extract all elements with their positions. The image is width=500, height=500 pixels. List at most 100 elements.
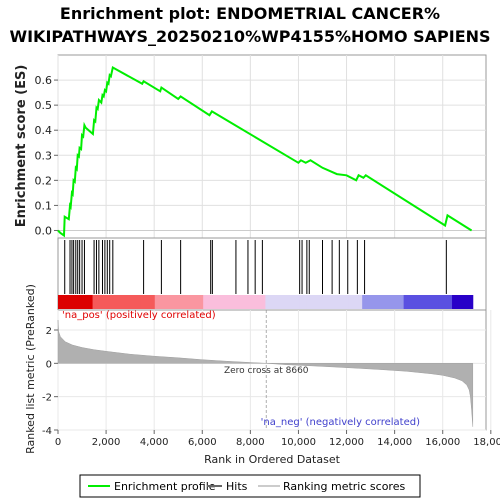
es-y-axis-label: Enrichment score (ES): [14, 65, 29, 228]
heatmap-segment: [341, 295, 349, 309]
heatmap-segment: [127, 295, 135, 309]
heatmap-segment: [58, 295, 66, 309]
heatmap-segment: [299, 295, 308, 309]
heatmap-segment: [334, 295, 342, 309]
heatmap-segment: [306, 295, 315, 309]
rank-x-tick-label: 12,000: [329, 437, 364, 448]
heatmap-segment: [403, 295, 412, 309]
es-y-tick-label: 0.0: [35, 224, 53, 237]
heatmap-segment: [85, 295, 94, 309]
heatmap-segment: [417, 295, 425, 309]
heatmap-segment: [389, 295, 398, 309]
heatmap-segment: [237, 295, 246, 309]
rank-y-tick-label: -4: [42, 426, 52, 437]
heatmap-segment: [465, 295, 474, 309]
heatmap-segment: [189, 295, 197, 309]
heatmap-segment: [313, 295, 322, 309]
rank-x-tick-label: 14,000: [377, 437, 412, 448]
heatmap-segment: [362, 295, 370, 309]
heatmap-segment: [438, 295, 446, 309]
es-y-tick-label: 0.3: [35, 149, 53, 162]
heatmap-segment: [320, 295, 329, 309]
heatmap-segment: [92, 295, 100, 309]
heatmap-segment: [424, 295, 432, 309]
rank-x-tick-label: 4,000: [140, 437, 169, 448]
es-panel: 0.0 0.1 0.2 0.3 0.4 0.5 0.6 Enrichment score (…: [14, 54, 487, 239]
heatmap-segment: [161, 295, 170, 309]
heatmap-segment: [244, 295, 253, 309]
heatmap-segment: [182, 295, 190, 309]
rank-panel: Zero cross at 8660 'na_pos' (positively …: [24, 284, 500, 466]
heatmap-segment: [369, 295, 377, 309]
rank-y-tick-label: -2: [42, 393, 52, 404]
heatmap-segment: [78, 295, 87, 309]
heatmap-segment: [251, 295, 259, 309]
rank-x-tick-label: 16,000: [425, 437, 460, 448]
heatmap-segment: [410, 295, 418, 309]
rank-x-tick-label: 10,000: [281, 437, 316, 448]
rank-x-tick-label: 6,000: [188, 437, 217, 448]
heatmap-segment: [223, 295, 232, 309]
heatmap-segment: [196, 295, 204, 309]
zero-cross-label: Zero cross at 8660: [224, 366, 309, 376]
heatmap-segment: [120, 295, 128, 309]
heatmap-segment: [382, 295, 391, 309]
heatmap-segment: [134, 295, 142, 309]
rank-x-tick-label: 2,000: [92, 437, 121, 448]
pos-label: 'na_pos' (positively correlated): [62, 310, 216, 321]
heatmap-segment: [279, 295, 287, 309]
es-y-tick-label: 0.5: [35, 99, 53, 112]
heatmap-segment: [396, 295, 405, 309]
heatmap-segment: [154, 295, 163, 309]
heatmap-segment: [99, 295, 107, 309]
es-y-tick-label: 0.1: [35, 199, 53, 212]
heatmap-segment: [458, 295, 467, 309]
heatmap-segment: [272, 295, 280, 309]
rank-x-tick-label: 18,000: [473, 437, 500, 448]
enrichment-profile-line: [57, 65, 473, 238]
heatmap-segment: [286, 295, 294, 309]
heatmap-segment: [445, 295, 453, 309]
legend-item-metric: Ranking metric scores: [283, 480, 405, 493]
heatmap-segment: [168, 295, 177, 309]
heatmap-segment: [355, 295, 363, 309]
ranking-metric-area: [57, 319, 474, 427]
neg-label: 'na_neg' (negatively correlated): [261, 417, 420, 428]
heatmap-segment: [230, 295, 239, 309]
chart-title-line1: Enrichment plot: ENDOMETRIAL CANCER%: [60, 4, 440, 23]
heatmap-segment: [71, 295, 80, 309]
chart-title-line2: WIKIPATHWAYS_20250210%WP4155%HOMO SAPIEN…: [9, 27, 490, 46]
heatmap-segment: [452, 295, 460, 309]
legend: Enrichment profile Hits Ranking metric s…: [79, 474, 421, 498]
heatmap-segment: [293, 295, 301, 309]
rank-y-axis-label: Ranked list metric (PreRanked): [24, 284, 37, 454]
heatmap-segment: [140, 295, 149, 309]
heatmap-segment: [210, 295, 218, 309]
heatmap-segment: [258, 295, 266, 309]
heatmap-segment: [106, 295, 114, 309]
legend-item-profile: Enrichment profile: [114, 480, 216, 493]
heatmap-segment: [113, 295, 121, 309]
es-y-tick-label: 0.4: [35, 124, 53, 137]
heatmap-segment: [175, 295, 183, 309]
heatmap-segment: [147, 295, 156, 309]
legend-item-hits: Hits: [226, 480, 248, 493]
rank-x-axis-label: Rank in Ordered Dataset: [204, 453, 341, 466]
legend-box: [79, 474, 421, 498]
rank-x-tick-label: 8,000: [236, 437, 265, 448]
rank-y-tick-label: 2: [46, 326, 52, 337]
heatmap-segment: [375, 295, 384, 309]
heatmap-segment: [265, 295, 273, 309]
heatmap-segment: [431, 295, 439, 309]
hits-panel: [57, 237, 487, 311]
heatmap-segment: [327, 295, 336, 309]
heatmap-segment: [64, 295, 73, 309]
es-y-tick-label: 0.6: [35, 74, 53, 87]
es-y-tick-label: 0.2: [35, 174, 53, 187]
heatmap-segment: [203, 295, 211, 309]
heatmap-segment: [216, 295, 225, 309]
rank-y-tick-label: 0: [46, 359, 52, 370]
rank-x-tick-label: 0: [55, 437, 61, 448]
heatmap-segment: [348, 295, 356, 309]
